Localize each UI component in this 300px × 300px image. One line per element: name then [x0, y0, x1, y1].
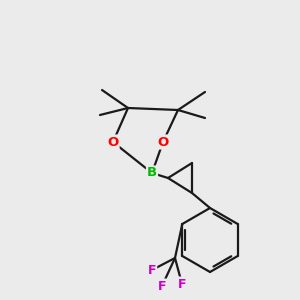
Text: F: F — [158, 280, 166, 292]
Text: B: B — [147, 167, 157, 179]
Text: F: F — [148, 263, 156, 277]
Text: F: F — [178, 278, 186, 290]
Text: O: O — [158, 136, 169, 148]
Text: O: O — [107, 136, 118, 148]
